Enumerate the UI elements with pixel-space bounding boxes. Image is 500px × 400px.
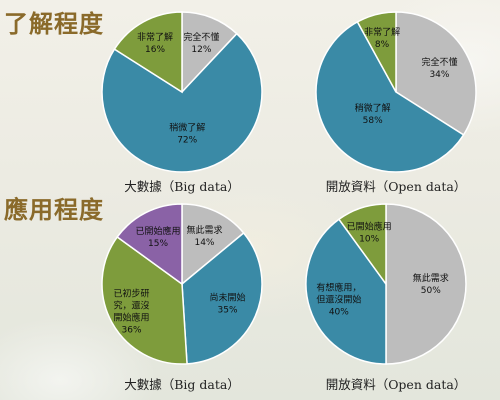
pie-slice	[101, 32, 263, 173]
pie-slice	[181, 203, 245, 286]
pie-slice	[181, 11, 238, 94]
chart-caption-bigdata: 大數據（Big data）	[124, 377, 240, 392]
pie-slice	[181, 231, 263, 365]
pie-slice	[315, 20, 465, 173]
pie-slice	[305, 218, 387, 365]
chart-caption-opendata: 開放資料（Open data）	[325, 179, 467, 194]
pie-slice-label: 有想應用，但還沒開始 40%	[316, 281, 361, 317]
pie-slice	[116, 203, 183, 286]
pie-chart-bigdata-understanding: 完全不懂 12% 稍微了解 72% 非常了解 16%	[101, 11, 263, 173]
pie-chart-bigdata-application: 無此需求 14% 尚未開始 35% 已初步研究，還沒開始應用 36% 已開始應用 15%	[101, 203, 263, 365]
pie-slice-label: 完全不懂 34%	[421, 56, 457, 80]
pie-slice-label: 已初步研究，還沒開始應用 36%	[114, 288, 150, 336]
chart-caption-opendata: 開放資料（Open data）	[325, 377, 467, 392]
pie-slice-label: 尚未開始 35%	[210, 292, 246, 316]
pie-slice-label: 非常了解 16%	[137, 31, 173, 55]
pie-slice	[337, 203, 387, 287]
pie-slice-label: 非常了解 8%	[364, 26, 400, 50]
pie-slice-label: 已開始應用 15%	[136, 225, 181, 249]
pie-slice-label: 稍微了解 58%	[355, 102, 391, 126]
pie-slice-label: 完全不懂 12%	[183, 31, 219, 55]
section-title-application: 應用程度	[4, 195, 104, 224]
pie-slice-label: 已開始應用 10%	[347, 220, 392, 244]
pie-slice	[101, 235, 188, 365]
pie-chart-opendata-application: 無此需求 50% 有想應用，但還沒開始 40% 已開始應用 10%	[305, 203, 467, 365]
pie-slice-label: 無此需求 50%	[413, 272, 449, 296]
pie-slice-label: 稍微了解 72%	[169, 121, 205, 145]
pie-chart-opendata-understanding: 完全不懂 34% 稍微了解 58% 非常了解 8%	[315, 11, 477, 173]
pie-slice-label: 無此需求 14%	[186, 224, 222, 248]
section-title-understanding: 了解程度	[4, 9, 104, 38]
pie-slice	[385, 203, 467, 365]
pie-slice	[356, 11, 397, 93]
pie-slice	[113, 11, 183, 94]
chart-caption-bigdata: 大數據（Big data）	[124, 179, 240, 194]
